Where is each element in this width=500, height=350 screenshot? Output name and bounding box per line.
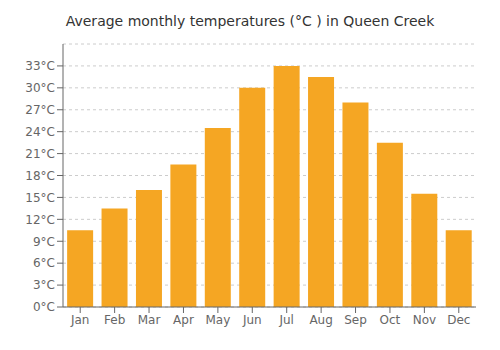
svg-text:Nov: Nov [413, 313, 436, 327]
svg-text:May: May [205, 313, 230, 327]
svg-text:Oct: Oct [380, 313, 401, 327]
svg-text:12°C: 12°C [25, 213, 55, 227]
svg-text:Aug: Aug [309, 313, 332, 327]
svg-text:3°C: 3°C [33, 278, 55, 292]
svg-text:Mar: Mar [138, 313, 161, 327]
svg-text:Jan: Jan [70, 313, 90, 327]
svg-text:Dec: Dec [447, 313, 470, 327]
html-text:Average monthly temperatures (: Average monthly temperatures (°C ) in Qu… [65, 13, 435, 29]
svg-text:33°C: 33°C [25, 59, 55, 73]
svg-text:Apr: Apr [173, 313, 194, 327]
svg-text:9°C: 9°C [33, 235, 55, 249]
svg-text:Jun: Jun [242, 313, 262, 327]
svg-text:Jul: Jul [278, 313, 293, 327]
svg-text:Feb: Feb [104, 313, 125, 327]
svg-text:21°C: 21°C [25, 147, 55, 161]
svg-text:24°C: 24°C [25, 125, 55, 139]
svg-text:27°C: 27°C [25, 103, 55, 117]
svg-text:Sep: Sep [344, 313, 367, 327]
svg-text:18°C: 18°C [25, 169, 55, 183]
svg-text:30°C: 30°C [25, 81, 55, 95]
svg-text:15°C: 15°C [25, 191, 55, 205]
svg-text:0°C: 0°C [33, 300, 55, 314]
svg-text:6°C: 6°C [33, 256, 55, 270]
